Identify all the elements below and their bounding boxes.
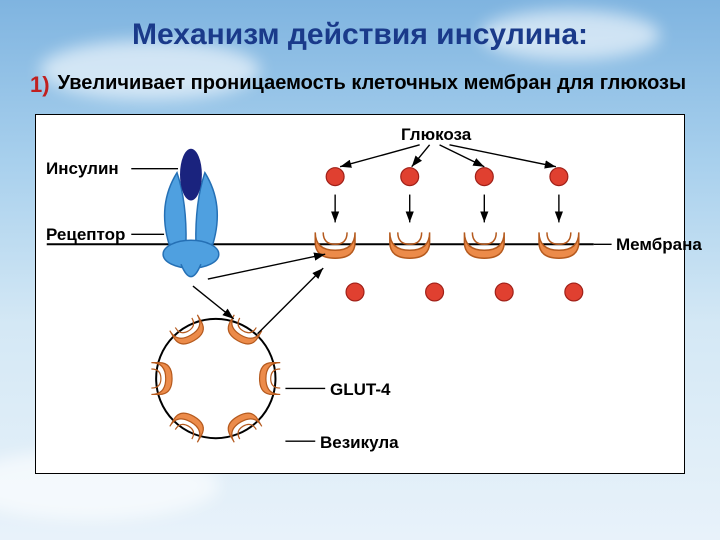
label-glucose: Глюкоза — [401, 125, 471, 145]
content-area: Механизм действия инсулина: 1) Увеличива… — [0, 0, 720, 492]
subtitle-row: 1) Увеличивает проницаемость клеточных м… — [30, 72, 690, 98]
subtitle-text: Увеличивает проницаемость клеточных мемб… — [58, 72, 687, 95]
mechanism-diagram: Инсулин Глюкоза Рецептор Мембрана GLUT-4… — [35, 114, 685, 474]
page-title: Механизм действия инсулина: — [30, 18, 690, 52]
diagram-svg — [36, 115, 684, 473]
list-number: 1) — [30, 72, 50, 98]
label-glut4: GLUT-4 — [330, 380, 390, 400]
label-insulin: Инсулин — [46, 159, 119, 179]
label-membrane: Мембрана — [616, 235, 702, 255]
label-receptor: Рецептор — [46, 225, 125, 245]
label-vesicle: Везикула — [320, 433, 399, 453]
